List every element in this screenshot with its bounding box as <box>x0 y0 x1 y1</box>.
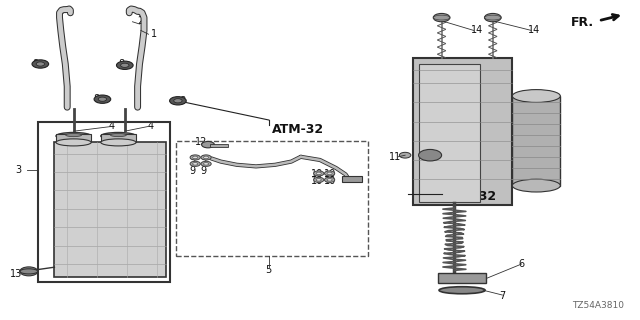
Text: 10: 10 <box>324 176 337 186</box>
Circle shape <box>190 155 200 160</box>
Text: 14: 14 <box>470 25 483 36</box>
Text: 7: 7 <box>499 291 506 301</box>
Text: 9: 9 <box>189 155 195 165</box>
Bar <box>56 134 92 142</box>
Circle shape <box>314 171 324 176</box>
Text: 4: 4 <box>109 121 115 132</box>
Text: 8: 8 <box>118 59 125 69</box>
Circle shape <box>174 99 182 103</box>
Circle shape <box>170 97 186 105</box>
Text: 9: 9 <box>200 166 207 176</box>
Ellipse shape <box>512 90 561 102</box>
Circle shape <box>193 156 198 159</box>
Ellipse shape <box>56 132 92 140</box>
Text: 10: 10 <box>310 176 323 186</box>
Text: 13: 13 <box>10 268 22 279</box>
Text: 4: 4 <box>147 121 154 132</box>
Ellipse shape <box>101 132 136 140</box>
Text: 10: 10 <box>324 169 337 180</box>
Circle shape <box>204 156 209 159</box>
Text: 3: 3 <box>15 164 21 175</box>
Bar <box>438 273 486 283</box>
Circle shape <box>484 13 501 22</box>
Ellipse shape <box>66 133 81 137</box>
Circle shape <box>399 152 411 158</box>
Text: 1: 1 <box>150 28 157 39</box>
Text: 8: 8 <box>93 94 99 104</box>
Bar <box>101 134 136 142</box>
Circle shape <box>419 149 442 161</box>
Text: 8: 8 <box>32 59 38 69</box>
Text: 12: 12 <box>195 137 208 148</box>
Circle shape <box>433 13 450 22</box>
Bar <box>54 142 166 277</box>
Bar <box>176 141 368 256</box>
Circle shape <box>20 267 38 276</box>
Text: TZ54A3810: TZ54A3810 <box>572 301 624 310</box>
Circle shape <box>204 163 209 165</box>
Ellipse shape <box>101 139 136 146</box>
Circle shape <box>94 95 111 103</box>
Circle shape <box>121 63 129 68</box>
Circle shape <box>201 161 211 166</box>
Circle shape <box>32 60 49 68</box>
Text: 9: 9 <box>189 166 195 176</box>
Circle shape <box>36 62 45 66</box>
Bar <box>210 144 228 147</box>
Ellipse shape <box>56 139 92 146</box>
Bar <box>38 122 170 282</box>
Circle shape <box>201 155 211 160</box>
Circle shape <box>324 171 335 176</box>
Text: 5: 5 <box>266 265 272 276</box>
Circle shape <box>327 179 332 181</box>
Circle shape <box>193 163 198 165</box>
Circle shape <box>190 161 200 166</box>
Circle shape <box>99 97 106 101</box>
Text: 8: 8 <box>179 96 186 106</box>
Text: 6: 6 <box>518 259 525 269</box>
Circle shape <box>116 61 133 69</box>
Circle shape <box>314 177 324 182</box>
Circle shape <box>316 172 321 175</box>
Text: 10: 10 <box>310 169 323 180</box>
Circle shape <box>324 177 335 182</box>
Text: 11: 11 <box>388 152 401 162</box>
Ellipse shape <box>111 133 126 137</box>
Bar <box>419 64 480 202</box>
Bar <box>413 58 512 205</box>
Text: ATM-32: ATM-32 <box>272 123 324 136</box>
Text: ATM-32: ATM-32 <box>445 190 497 203</box>
Bar <box>342 176 362 182</box>
Circle shape <box>327 172 332 175</box>
Circle shape <box>202 141 214 148</box>
Ellipse shape <box>439 287 485 294</box>
Ellipse shape <box>512 179 561 192</box>
Circle shape <box>316 179 321 181</box>
Text: 9: 9 <box>200 155 207 165</box>
Bar <box>512 96 560 186</box>
Text: FR.: FR. <box>571 16 594 29</box>
Text: 2: 2 <box>138 16 144 26</box>
Text: 14: 14 <box>528 25 541 36</box>
